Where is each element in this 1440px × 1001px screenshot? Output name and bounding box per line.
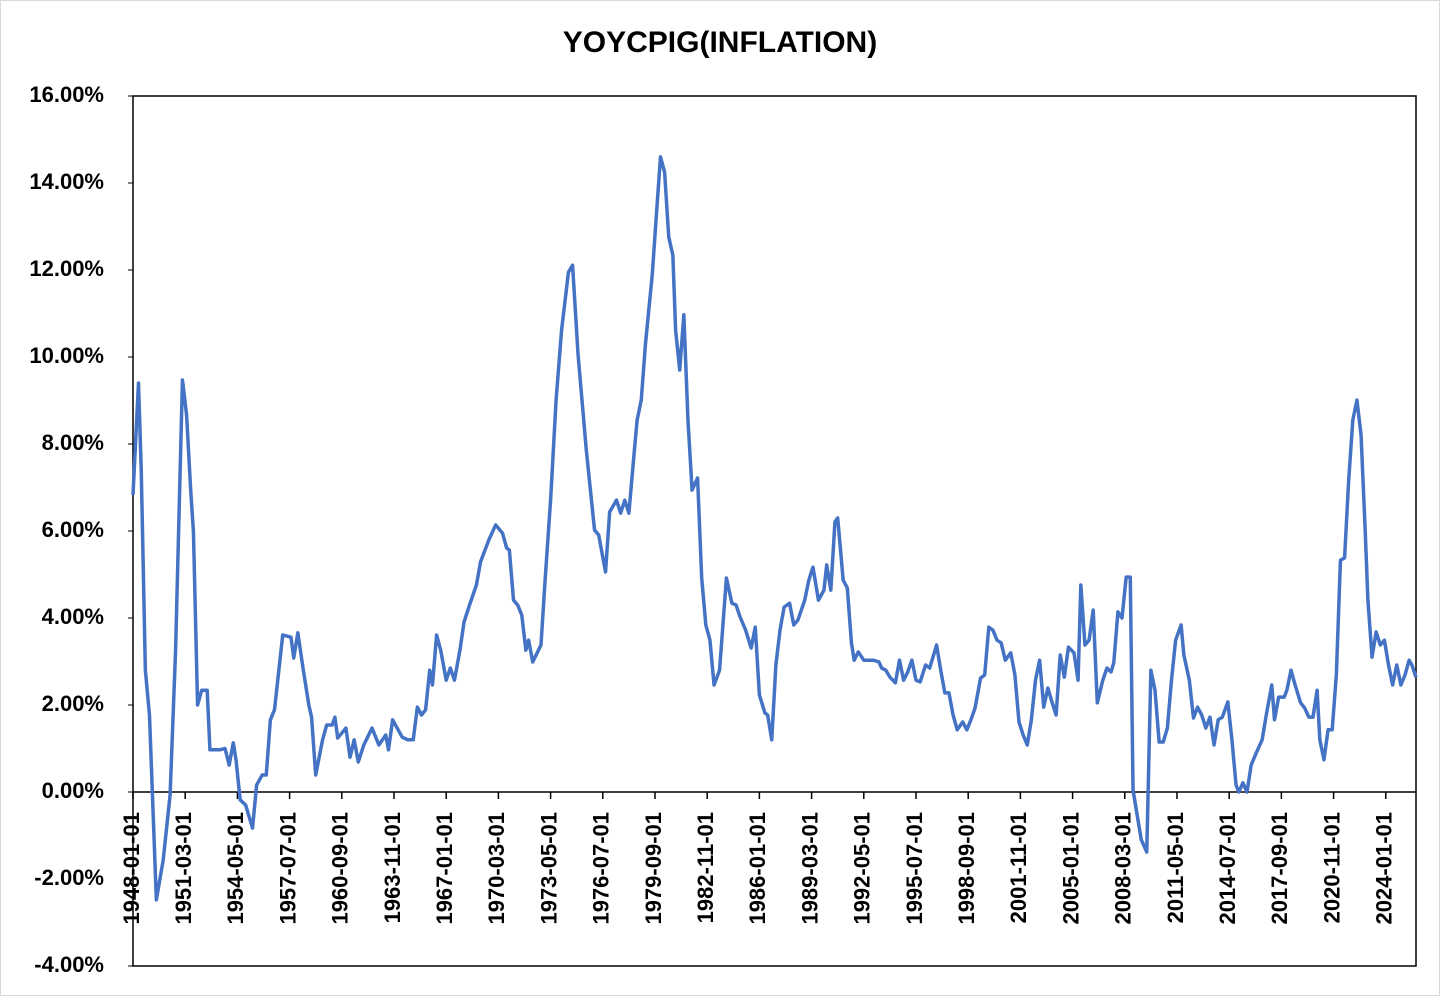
y-tick-label: 2.00% (42, 691, 104, 716)
y-tick-label: 14.00% (29, 169, 104, 194)
x-tick-label: 2014-07-01 (1215, 812, 1240, 925)
x-tick-label: 1976-07-01 (589, 812, 614, 925)
data-line (131, 155, 1418, 902)
x-tick-label: 1986-01-01 (745, 812, 770, 925)
x-tick-label: 1967-01-01 (432, 812, 457, 925)
x-tick-label: 1957-07-01 (275, 812, 300, 925)
x-tick-label: 1979-09-01 (641, 812, 666, 925)
x-tick-label: 1948-01-01 (119, 812, 144, 925)
y-tick-label: 8.00% (42, 430, 104, 455)
x-tick-label: 1989-03-01 (797, 812, 822, 925)
x-tick-label: 2005-01-01 (1058, 812, 1083, 925)
y-tick-label: 4.00% (42, 604, 104, 629)
x-tick-label: 1951-03-01 (171, 812, 196, 925)
y-tick-label: 0.00% (42, 778, 104, 803)
chart-title: YOYCPIG(INFLATION) (563, 26, 877, 59)
x-tick-label: 1954-05-01 (223, 812, 248, 925)
y-tick-label: -2.00% (34, 865, 104, 890)
x-tick-label: 2017-09-01 (1267, 812, 1292, 925)
y-tick-label: -4.00% (34, 952, 104, 977)
y-tick-label: 10.00% (29, 343, 104, 368)
x-tick-label: 1998-09-01 (954, 812, 979, 925)
y-tick-label: 12.00% (29, 256, 104, 281)
x-tick-label: 1982-11-01 (693, 812, 718, 923)
x-tick-label: 2001-11-01 (1006, 812, 1031, 923)
x-tick-label: 2011-05-01 (1163, 812, 1188, 923)
x-tick-label: 1992-05-01 (850, 812, 875, 925)
x-tick-label: 1960-09-01 (328, 812, 353, 925)
x-tick-label: 2020-11-01 (1319, 812, 1344, 923)
x-tick-label: 1973-05-01 (536, 812, 561, 925)
x-tick-label: 2008-03-01 (1111, 812, 1136, 925)
y-tick-label: 16.00% (29, 82, 104, 107)
y-tick-label: 6.00% (42, 517, 104, 542)
x-tick-label: 1970-03-01 (484, 812, 509, 925)
x-tick-label: 1963-11-01 (380, 812, 405, 923)
x-tick-label: 2024-01-01 (1372, 812, 1397, 925)
x-tick-label: 1995-07-01 (902, 812, 927, 925)
